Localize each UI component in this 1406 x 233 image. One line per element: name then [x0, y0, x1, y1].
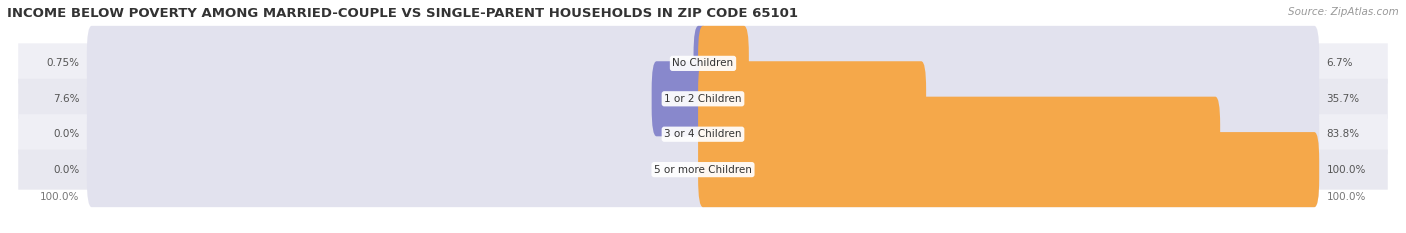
FancyBboxPatch shape — [18, 79, 1388, 119]
Text: Source: ZipAtlas.com: Source: ZipAtlas.com — [1288, 7, 1399, 17]
FancyBboxPatch shape — [87, 26, 707, 101]
FancyBboxPatch shape — [18, 114, 1388, 154]
FancyBboxPatch shape — [87, 97, 707, 172]
Text: INCOME BELOW POVERTY AMONG MARRIED-COUPLE VS SINGLE-PARENT HOUSEHOLDS IN ZIP COD: INCOME BELOW POVERTY AMONG MARRIED-COUPL… — [7, 7, 799, 20]
Text: 5 or more Children: 5 or more Children — [654, 165, 752, 175]
FancyBboxPatch shape — [699, 61, 927, 136]
FancyBboxPatch shape — [699, 26, 1319, 101]
Text: 100.0%: 100.0% — [41, 192, 80, 202]
Text: 0.0%: 0.0% — [53, 165, 80, 175]
FancyBboxPatch shape — [18, 43, 1388, 83]
Text: 83.8%: 83.8% — [1326, 129, 1360, 139]
FancyBboxPatch shape — [699, 97, 1319, 172]
FancyBboxPatch shape — [699, 97, 1220, 172]
Text: 7.6%: 7.6% — [53, 94, 80, 104]
FancyBboxPatch shape — [87, 132, 707, 207]
FancyBboxPatch shape — [699, 61, 1319, 136]
Text: 35.7%: 35.7% — [1326, 94, 1360, 104]
Text: 100.0%: 100.0% — [1326, 165, 1365, 175]
Text: 6.7%: 6.7% — [1326, 58, 1353, 68]
FancyBboxPatch shape — [693, 26, 707, 101]
FancyBboxPatch shape — [699, 26, 749, 101]
Text: 0.75%: 0.75% — [46, 58, 80, 68]
FancyBboxPatch shape — [699, 132, 1319, 207]
FancyBboxPatch shape — [18, 150, 1388, 190]
Text: No Children: No Children — [672, 58, 734, 68]
FancyBboxPatch shape — [87, 61, 707, 136]
FancyBboxPatch shape — [699, 132, 1319, 207]
Text: 0.0%: 0.0% — [53, 129, 80, 139]
Text: 1 or 2 Children: 1 or 2 Children — [664, 94, 742, 104]
Text: 3 or 4 Children: 3 or 4 Children — [664, 129, 742, 139]
FancyBboxPatch shape — [651, 61, 707, 136]
Text: 100.0%: 100.0% — [1326, 192, 1365, 202]
